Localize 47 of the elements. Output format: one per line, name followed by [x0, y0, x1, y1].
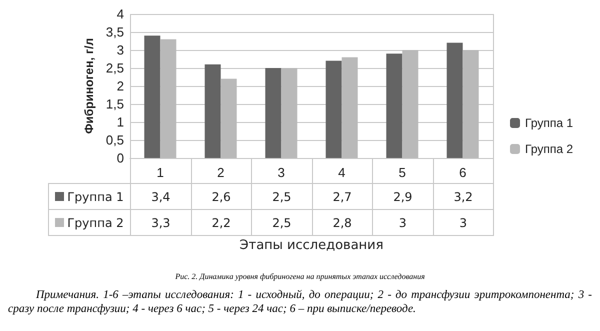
x-tick-label: 4	[338, 165, 346, 180]
data-label: 3	[372, 209, 434, 236]
text: Примечания. 1-6 –этапы исследования: 1 - исходный, до операции; 2 - до трансфузии эритрокомпонента; 3 - сразу после трансфузии; 4 - через 6 час; 5 - через 24 час; 6 – при выписке/переводе.	[8, 288, 592, 316]
bar	[220, 78, 237, 158]
x-tick-label: 3	[278, 165, 285, 180]
y-tick-label: 4	[116, 6, 124, 22]
data-label: 2,5	[251, 209, 312, 236]
bar	[265, 68, 282, 158]
x-tick-label: 5	[398, 165, 406, 180]
bar	[402, 50, 418, 158]
data-label: 3,2	[432, 183, 494, 210]
bar	[342, 57, 358, 158]
bar	[326, 60, 342, 158]
x-tick-label: 6	[459, 165, 466, 180]
data-label: 3	[432, 209, 494, 236]
y-axis-title: Фибриноген, г/л	[82, 38, 96, 134]
data-label: 2,8	[312, 209, 373, 236]
x-tick-label: 1	[156, 165, 164, 180]
bar	[144, 36, 160, 158]
x-tick-label: 2	[217, 165, 224, 180]
y-tick-label: 2,5	[106, 60, 124, 76]
data-label: 2,9	[372, 183, 434, 210]
x-axis-title: Этапы исследования	[238, 238, 384, 253]
y-tick-label: 0	[116, 150, 124, 166]
legend-label: Группа 2	[525, 142, 574, 156]
y-tick-label: 2	[116, 78, 124, 94]
y-tick-label: 3	[116, 42, 124, 58]
text: Рис. 2. Динамика уровня фибриногена на принятых этапах исследования	[174, 272, 426, 281]
bar	[281, 68, 298, 158]
bar	[462, 50, 479, 158]
bar	[160, 39, 176, 158]
y-tick-label: 1,5	[106, 96, 124, 112]
bar	[386, 54, 402, 158]
text: Группа 1	[525, 116, 574, 130]
data-label: 3,3	[130, 209, 192, 236]
data-label: 2,2	[190, 209, 252, 236]
bar	[446, 42, 463, 158]
text: Группа 2	[67, 216, 124, 230]
y-tick-label: 0,5	[106, 132, 124, 148]
y-tick-label: 1	[116, 114, 124, 130]
bar	[204, 64, 221, 158]
data-label: 2,6	[190, 183, 252, 210]
data-label: 3,4	[130, 183, 192, 210]
data-label: 2,7	[312, 183, 373, 210]
data-label: 2,5	[251, 183, 312, 210]
y-tick-label: 3,5	[106, 24, 124, 40]
legend-label: Группа 1	[66, 190, 124, 204]
